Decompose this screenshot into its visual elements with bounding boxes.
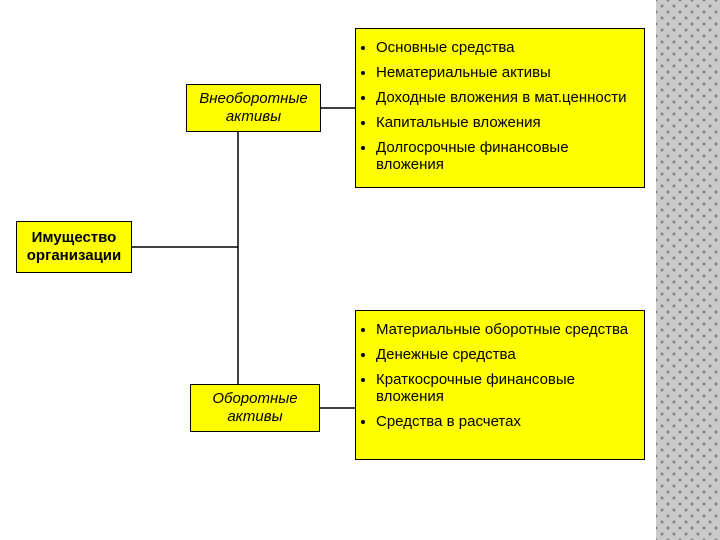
node-root: Имущество организации bbox=[16, 221, 132, 273]
list-item: Нематериальные активы bbox=[376, 64, 638, 81]
diagram-canvas: Имущество организации Внеоборотные актив… bbox=[0, 0, 720, 540]
list-item: Долгосрочные финансовые вложения bbox=[376, 139, 638, 173]
node-non-current-assets: Внеоборотные активы bbox=[186, 84, 321, 132]
node-current-label: Оборотные активы bbox=[212, 390, 297, 426]
list-current-assets: Материальные оборотные средства Денежные… bbox=[355, 310, 645, 460]
list-item: Доходные вложения в мат.ценности bbox=[376, 89, 638, 106]
list-non-current-assets: Основные средства Нематериальные активы … bbox=[355, 28, 645, 188]
node-root-label: Имущество организации bbox=[27, 229, 121, 265]
node-non-current-label: Внеоборотные активы bbox=[199, 90, 308, 126]
slide-sidebar-decoration bbox=[656, 0, 720, 540]
list-item: Денежные средства bbox=[376, 346, 638, 363]
list-item: Краткосрочные финансовые вложения bbox=[376, 371, 638, 405]
list-item: Средства в расчетах bbox=[376, 413, 638, 430]
list-non-current-items: Основные средства Нематериальные активы … bbox=[362, 39, 638, 173]
list-item: Материальные оборотные средства bbox=[376, 321, 638, 338]
node-current-assets: Оборотные активы bbox=[190, 384, 320, 432]
list-item: Капитальные вложения bbox=[376, 114, 638, 131]
list-item: Основные средства bbox=[376, 39, 638, 56]
list-current-items: Материальные оборотные средства Денежные… bbox=[362, 321, 638, 430]
